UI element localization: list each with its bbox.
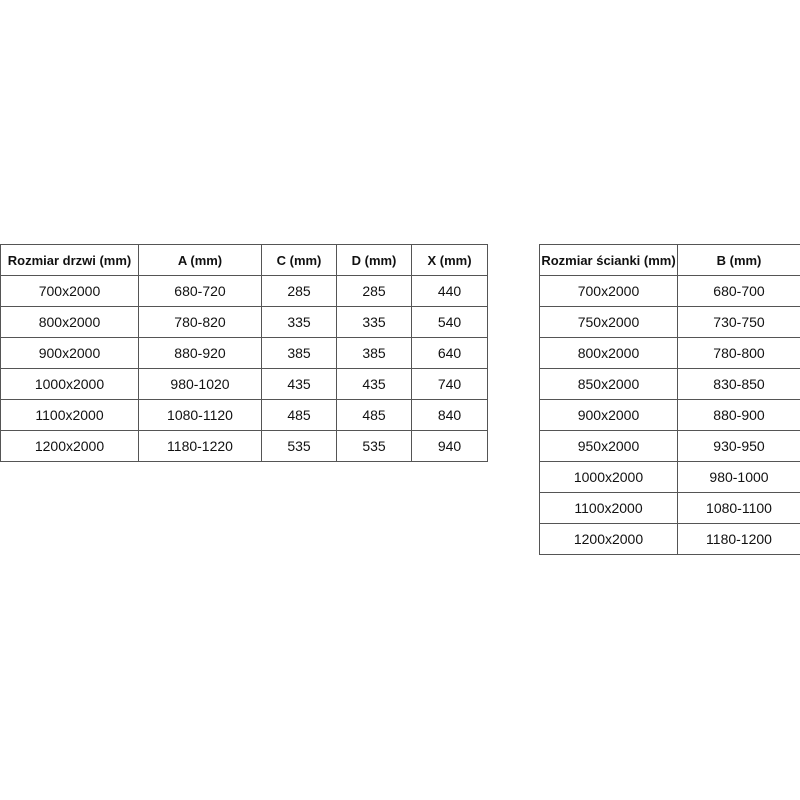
table-cell: 1080-1100 <box>677 492 800 524</box>
table-cell: 540 <box>411 306 488 338</box>
table-row: 850x2000 830-850 <box>539 368 800 400</box>
table-cell: 440 <box>411 275 488 307</box>
table-cell: 980-1000 <box>677 461 800 493</box>
table-cell: 1100x2000 <box>0 399 139 431</box>
table-cell: 850x2000 <box>539 368 678 400</box>
table-cell: 840 <box>411 399 488 431</box>
table-cell: 1000x2000 <box>0 368 139 400</box>
table-cell: 700x2000 <box>0 275 139 307</box>
table-row: 950x2000 930-950 <box>539 430 800 462</box>
table-cell: 900x2000 <box>539 399 678 431</box>
table-cell: 385 <box>261 337 337 369</box>
table-row: 800x2000 780-800 <box>539 337 800 369</box>
door-size-table: Rozmiar drzwi (mm) A (mm) C (mm) D (mm) X (m… <box>0 244 488 462</box>
table-row: 700x2000 680-700 <box>539 275 800 307</box>
table-cell: 780-820 <box>138 306 262 338</box>
table-cell: 1180-1220 <box>138 430 262 462</box>
table-cell: 285 <box>261 275 337 307</box>
table-cell: 335 <box>336 306 412 338</box>
table-cell: 950x2000 <box>539 430 678 462</box>
table-row: 1000x2000 980-1020 435 435 740 <box>0 368 488 400</box>
table-cell: 1100x2000 <box>539 492 678 524</box>
table-cell: 830-850 <box>677 368 800 400</box>
table-cell: 535 <box>261 430 337 462</box>
table-cell: 1180-1200 <box>677 523 800 555</box>
table-row: 1200x2000 1180-1220 535 535 940 <box>0 430 488 462</box>
table-cell: 1080-1120 <box>138 399 262 431</box>
table-cell: 980-1020 <box>138 368 262 400</box>
table-cell: 740 <box>411 368 488 400</box>
table-cell: 880-900 <box>677 399 800 431</box>
table-row: 900x2000 880-920 385 385 640 <box>0 337 488 369</box>
column-header: A (mm) <box>138 244 262 276</box>
column-header: D (mm) <box>336 244 412 276</box>
table-row: 1100x2000 1080-1120 485 485 840 <box>0 399 488 431</box>
table-cell: 535 <box>336 430 412 462</box>
table-row: 1100x2000 1080-1100 <box>539 492 800 524</box>
table-header-row: Rozmiar drzwi (mm) A (mm) C (mm) D (mm) X (m… <box>0 244 488 276</box>
table-cell: 930-950 <box>677 430 800 462</box>
table-cell: 1200x2000 <box>539 523 678 555</box>
column-header: Rozmiar drzwi (mm) <box>0 244 139 276</box>
table-row: 900x2000 880-900 <box>539 399 800 431</box>
table-cell: 730-750 <box>677 306 800 338</box>
table-cell: 385 <box>336 337 412 369</box>
column-header: Rozmiar ścianki (mm) <box>539 244 678 276</box>
table-cell: 485 <box>336 399 412 431</box>
table-cell: 750x2000 <box>539 306 678 338</box>
table-cell: 780-800 <box>677 337 800 369</box>
table-header-row: Rozmiar ścianki (mm) B (mm) <box>539 244 800 276</box>
table-cell: 680-720 <box>138 275 262 307</box>
table-row: 800x2000 780-820 335 335 540 <box>0 306 488 338</box>
table-cell: 435 <box>261 368 337 400</box>
table-row: 1000x2000 980-1000 <box>539 461 800 493</box>
table-cell: 940 <box>411 430 488 462</box>
column-header: B (mm) <box>677 244 800 276</box>
table-cell: 640 <box>411 337 488 369</box>
table-cell: 435 <box>336 368 412 400</box>
column-header: C (mm) <box>261 244 337 276</box>
table-cell: 900x2000 <box>0 337 139 369</box>
table-cell: 485 <box>261 399 337 431</box>
column-header: X (mm) <box>411 244 488 276</box>
table-cell: 880-920 <box>138 337 262 369</box>
table-cell: 700x2000 <box>539 275 678 307</box>
wall-size-table: Rozmiar ścianki (mm) B (mm) 700x2000 680-7… <box>539 244 800 555</box>
table-cell: 285 <box>336 275 412 307</box>
table-cell: 1200x2000 <box>0 430 139 462</box>
table-row: 1200x2000 1180-1200 <box>539 523 800 555</box>
table-cell: 1000x2000 <box>539 461 678 493</box>
table-cell: 800x2000 <box>0 306 139 338</box>
table-row: 700x2000 680-720 285 285 440 <box>0 275 488 307</box>
table-cell: 800x2000 <box>539 337 678 369</box>
table-cell: 335 <box>261 306 337 338</box>
table-cell: 680-700 <box>677 275 800 307</box>
table-row: 750x2000 730-750 <box>539 306 800 338</box>
